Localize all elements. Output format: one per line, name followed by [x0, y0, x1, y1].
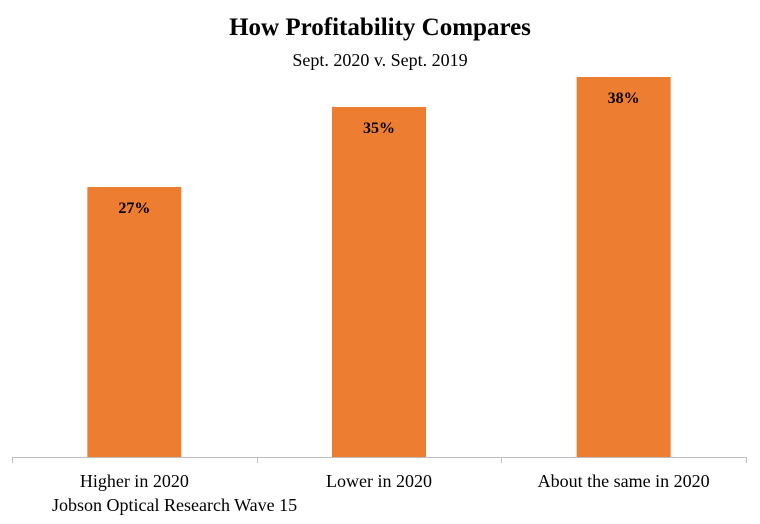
bar — [576, 77, 671, 457]
bar — [87, 187, 182, 457]
category-label: About the same in 2020 — [538, 471, 710, 491]
category-label: Higher in 2020 — [80, 471, 189, 491]
data-label: 27% — [118, 200, 150, 217]
data-label: 35% — [363, 120, 395, 137]
chart-title: How Profitability Compares — [229, 14, 531, 41]
bar — [332, 107, 426, 457]
category-label: Lower in 2020 — [326, 471, 432, 491]
chart-subtitle: Sept. 2020 v. Sept. 2019 — [292, 50, 468, 70]
data-label: 38% — [608, 90, 640, 107]
source-note: Jobson Optical Research Wave 15 — [52, 495, 298, 515]
